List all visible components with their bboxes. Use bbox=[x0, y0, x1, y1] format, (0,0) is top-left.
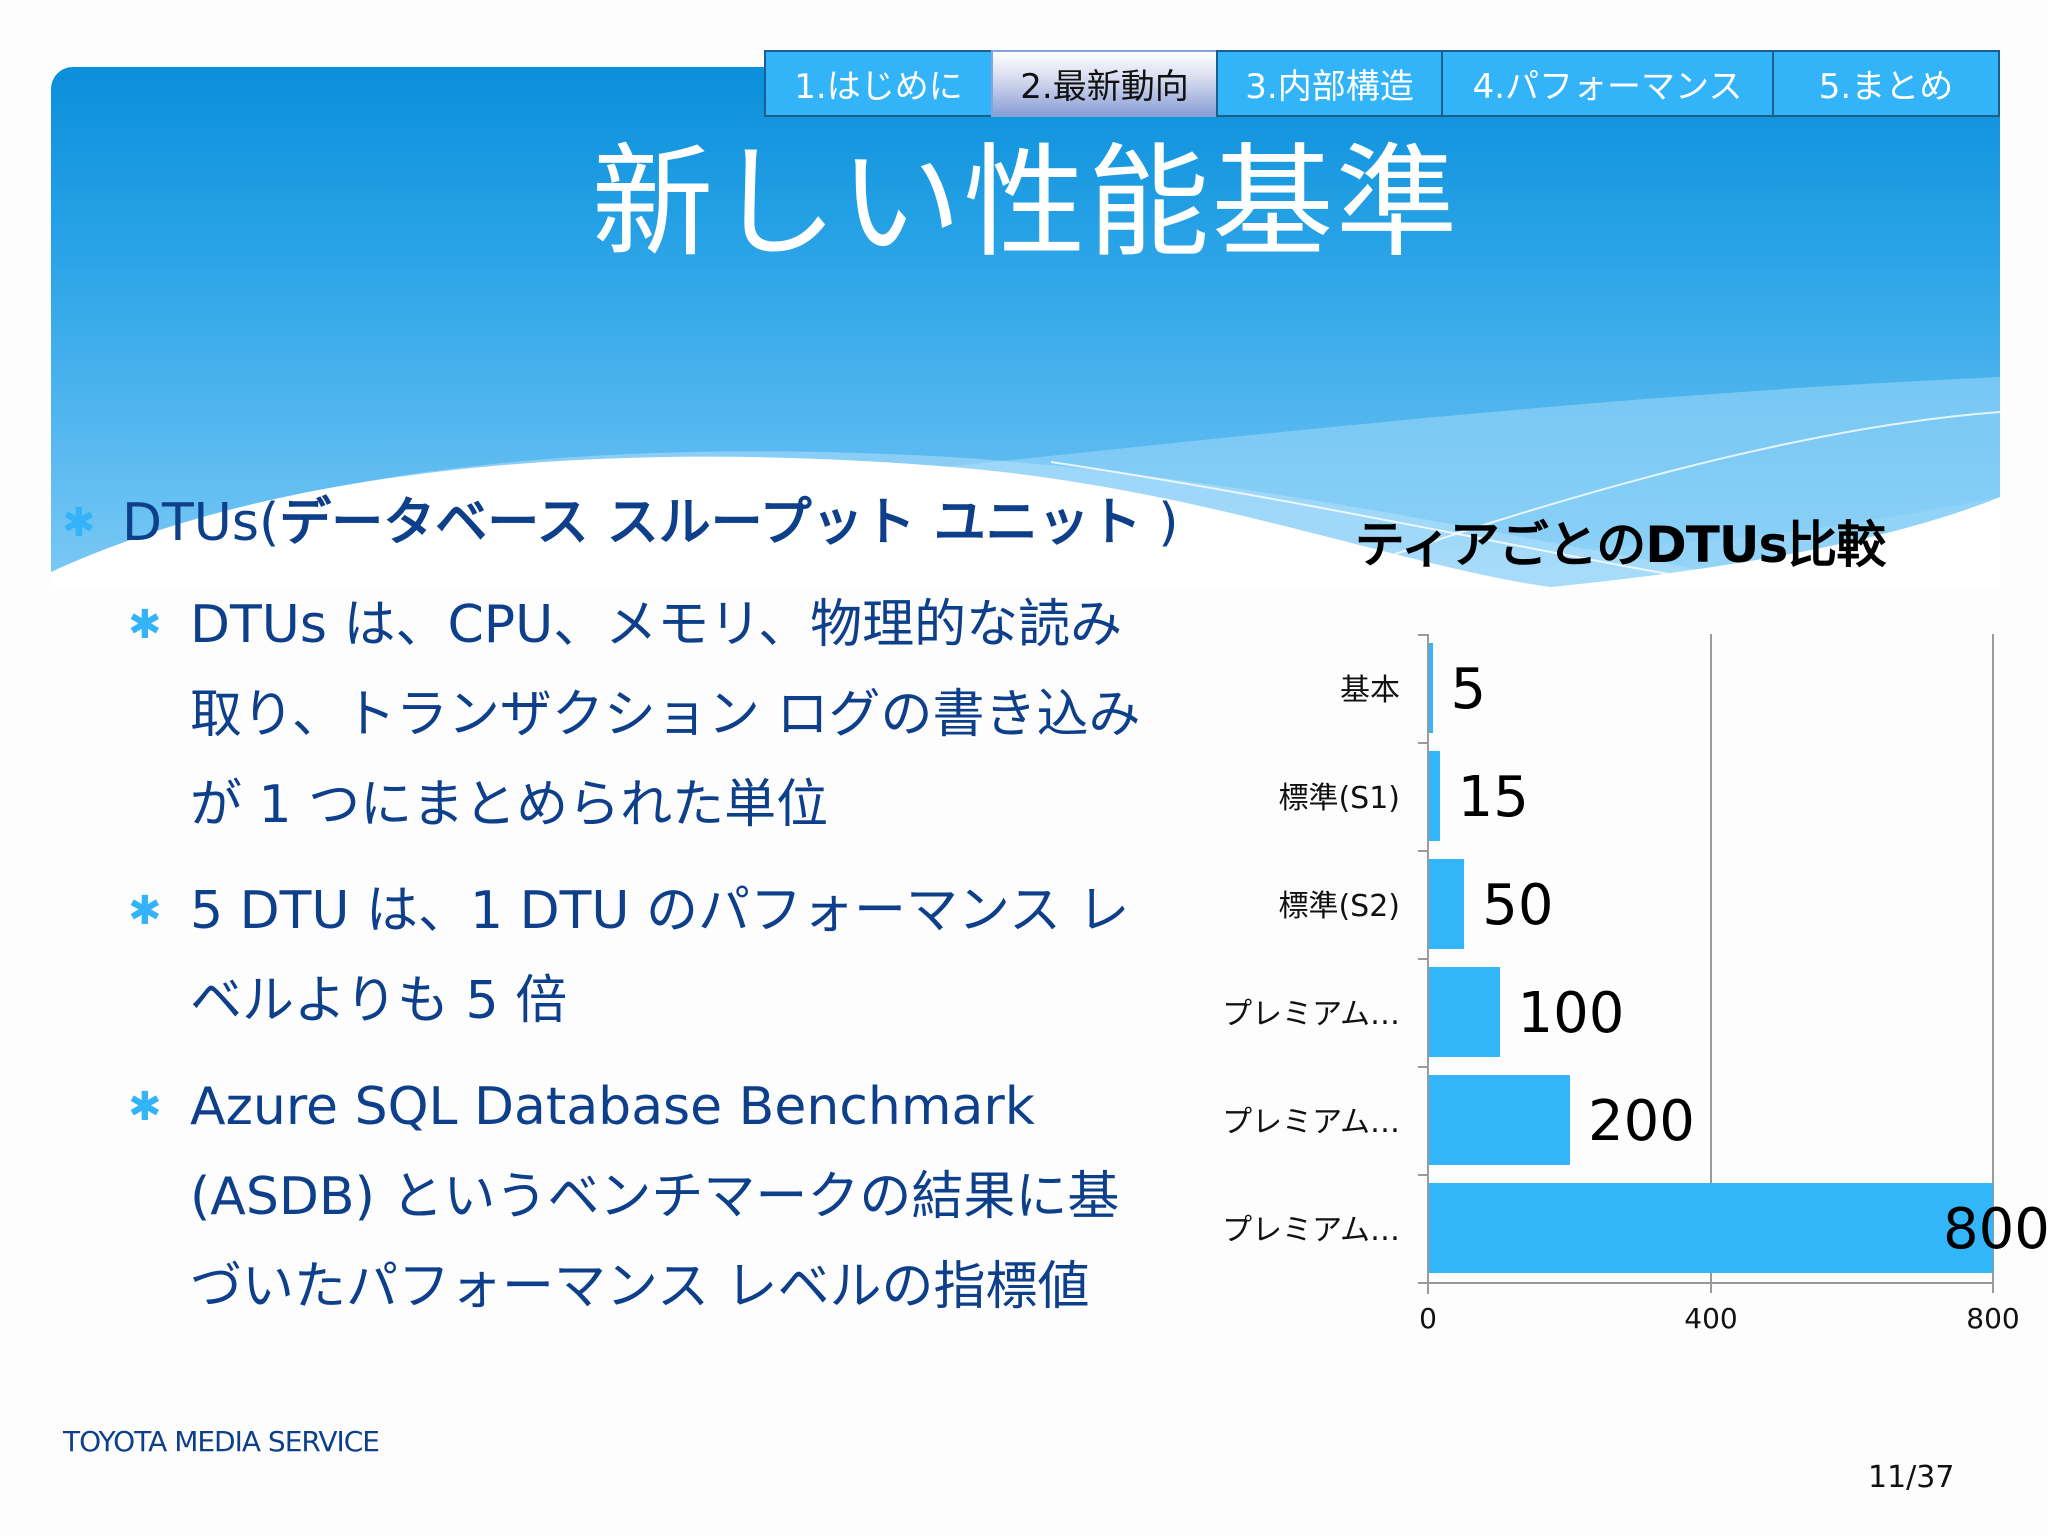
y-axis-line bbox=[1427, 634, 1429, 1294]
bar bbox=[1429, 751, 1440, 841]
axis-tick bbox=[1418, 850, 1428, 852]
tab-internal-structure[interactable]: 3.内部構造 bbox=[1216, 50, 1443, 117]
category-label: 標準(S2) bbox=[1278, 889, 1400, 924]
slide-title: 新しい性能基準 bbox=[591, 132, 1460, 274]
axis-tick bbox=[1418, 634, 1428, 636]
bullet-sub-2-line-2: ベルよりも 5 倍 bbox=[190, 971, 568, 1031]
bar bbox=[1429, 643, 1433, 733]
section-nav: 1.はじめに 2.最新動向 3.内部構造 4.パフォーマンス 5.まとめ bbox=[764, 50, 2000, 117]
category-label: 標準(S1) bbox=[1278, 781, 1400, 816]
axis-tick bbox=[1992, 1283, 1994, 1293]
bar bbox=[1429, 1075, 1570, 1165]
category-label: プレミアム… bbox=[1222, 1105, 1400, 1140]
bullet-main-bold: データベース スループット ユニット bbox=[279, 493, 1142, 553]
page-number: 11/37 bbox=[1868, 1460, 1955, 1495]
value-label: 50 bbox=[1482, 873, 1554, 938]
x-tick-label: 800 bbox=[1966, 1302, 2020, 1335]
bullet-sub-3-line-2: (ASDB) というベンチマークの結果に基 bbox=[190, 1167, 1120, 1227]
x-tick-label: 400 bbox=[1684, 1302, 1738, 1335]
bullet-sub-1-line-1: DTUs は、CPU、メモリ、物理的な読み bbox=[190, 595, 1123, 655]
value-label: 5 bbox=[1450, 657, 1487, 722]
bullet-sub-1-line-2: 取り、トランザクション ログの書き込み bbox=[190, 685, 1141, 745]
axis-tick bbox=[1710, 1283, 1712, 1293]
bar bbox=[1429, 859, 1465, 949]
chart-title: ティアごとのDTUs比較 bbox=[1354, 516, 1886, 574]
bar bbox=[1429, 967, 1500, 1057]
tab-latest-trends[interactable]: 2.最新動向 bbox=[991, 50, 1218, 117]
axis-tick bbox=[1427, 1283, 1429, 1293]
axis-tick bbox=[1418, 1174, 1428, 1176]
tab-summary[interactable]: 5.まとめ bbox=[1772, 50, 2000, 117]
footer-brand: TOYOTA MEDIA SERVICE bbox=[63, 1425, 380, 1458]
x-tick-label: 0 bbox=[1419, 1302, 1437, 1335]
bullet-sub-3-line-1: Azure SQL Database Benchmark bbox=[190, 1077, 1035, 1137]
asterisk-icon: ✱ bbox=[128, 1084, 162, 1130]
gridline-400 bbox=[1710, 634, 1712, 1283]
bullet-main: DTUs(データベース スループット ユニット ) bbox=[122, 478, 1179, 568]
category-label: プレミアム… bbox=[1222, 1213, 1400, 1248]
bullet-sub-2-line-1: 5 DTU は、1 DTU のパフォーマンス レ bbox=[190, 881, 1130, 941]
header-banner bbox=[51, 67, 2000, 587]
category-label: プレミアム… bbox=[1222, 997, 1400, 1032]
tab-introduction[interactable]: 1.はじめに bbox=[764, 50, 993, 117]
bullet-sub-1-line-3: が 1 つにまとめられた単位 bbox=[190, 775, 829, 835]
category-label: 基本 bbox=[1340, 673, 1400, 708]
asterisk-icon: ✱ bbox=[128, 602, 162, 648]
axis-tick bbox=[1418, 958, 1428, 960]
bullet-main-prefix: DTUs( bbox=[122, 493, 280, 553]
x-axis-line bbox=[1418, 1282, 1994, 1284]
value-label: 100 bbox=[1517, 981, 1625, 1046]
axis-tick bbox=[1418, 742, 1428, 744]
tab-performance[interactable]: 4.パフォーマンス bbox=[1441, 50, 1774, 117]
asterisk-icon: ✱ bbox=[128, 888, 162, 934]
axis-tick bbox=[1418, 1066, 1428, 1068]
asterisk-icon: ✱ bbox=[62, 500, 96, 546]
bar bbox=[1429, 1183, 1993, 1273]
value-label: 15 bbox=[1457, 765, 1529, 830]
gridline-800 bbox=[1992, 634, 1994, 1283]
value-label: 800 bbox=[1943, 1197, 2048, 1262]
value-label: 200 bbox=[1588, 1089, 1695, 1154]
bullet-sub-3-line-3: づいたパフォーマンス レベルの指標値 bbox=[190, 1257, 1090, 1317]
bullet-main-suffix: ) bbox=[1141, 493, 1179, 553]
wave-decoration bbox=[51, 377, 2000, 587]
